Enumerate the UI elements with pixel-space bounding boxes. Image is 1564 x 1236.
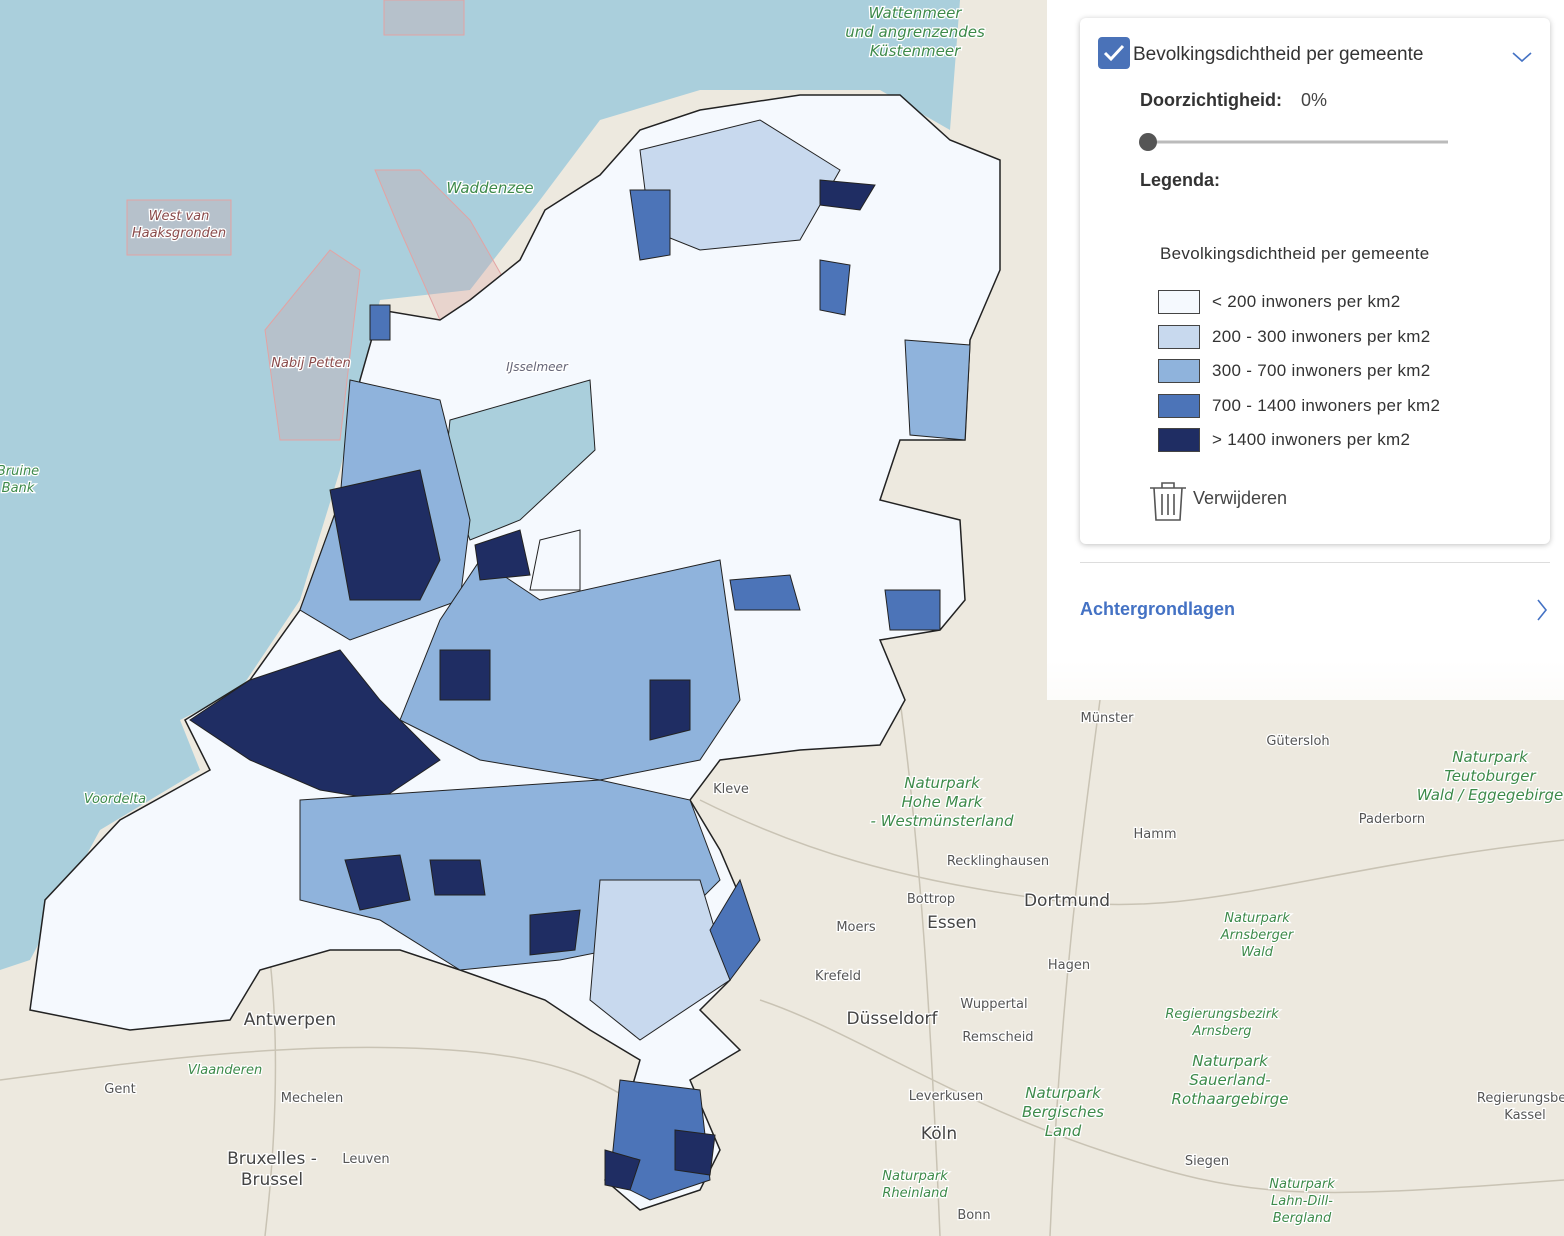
map-label: Regierungsbez xyxy=(1477,1091,1564,1106)
map-label: Leuven xyxy=(342,1152,389,1167)
map-label: Naturpark xyxy=(1452,748,1529,766)
map-label: Gütersloh xyxy=(1266,734,1329,749)
map-label: Teutoburger xyxy=(1444,767,1536,785)
legend-title: Bevolkingsdichtheid per gemeente xyxy=(1160,244,1430,263)
map-label: Leverkusen xyxy=(909,1089,983,1104)
legend-swatch xyxy=(1158,324,1200,349)
legend-swatch xyxy=(1158,393,1200,418)
map-label: Naturpark xyxy=(1269,1177,1335,1192)
protected-areas xyxy=(126,0,511,441)
map-label: Brussel xyxy=(241,1170,303,1190)
layer-card: Bevolkingsdichtheid per gemeente Doorzic… xyxy=(1080,18,1550,544)
legend-label: 200 - 300 inwoners per km2 xyxy=(1212,326,1431,346)
map-label: Arnsberg xyxy=(1191,1024,1251,1039)
map-label: Gent xyxy=(104,1082,135,1097)
map-label: - Westmünsterland xyxy=(870,812,1014,830)
layer-checkbox[interactable] xyxy=(1097,36,1131,70)
divider xyxy=(1080,562,1550,563)
map-label: Hohe Mark xyxy=(902,793,984,811)
municipalities xyxy=(189,119,971,1201)
map-label: Wattenmeer xyxy=(869,4,963,22)
remove-button[interactable]: Verwijderen xyxy=(1193,488,1288,508)
map-label: Naturpark xyxy=(904,774,981,792)
map-label: Hamm xyxy=(1133,827,1176,842)
map-label: Naturpark xyxy=(1192,1052,1269,1070)
map-label: Düsseldorf xyxy=(847,1009,939,1029)
legend-swatch xyxy=(1158,359,1200,383)
map-label: Naturpark xyxy=(882,1169,948,1184)
map-label: Krefeld xyxy=(815,969,861,984)
map-label: Bottrop xyxy=(907,892,955,907)
layer-title: Bevolkingsdichtheid per gemeente xyxy=(1133,44,1424,65)
map-label: Arnsberger xyxy=(1220,928,1295,943)
map-label: Hagen xyxy=(1048,958,1090,973)
legend-swatch xyxy=(1158,428,1200,452)
map-label: Siegen xyxy=(1185,1154,1229,1169)
roads xyxy=(0,699,1564,1236)
opacity-value: 0% xyxy=(1301,90,1328,110)
map-label: Bergland xyxy=(1273,1211,1332,1226)
map-label: Kleve xyxy=(713,782,749,797)
map-label: Naturpark xyxy=(1224,911,1290,926)
map-label: Küstenmeer xyxy=(870,42,961,60)
map-label: Naturpark xyxy=(1025,1084,1102,1102)
legend-heading: Legenda: xyxy=(1140,170,1221,190)
opacity-label: Doorzichtigheid: xyxy=(1140,90,1282,110)
background-layers-toggle[interactable]: Achtergrondlagen xyxy=(1080,599,1236,619)
legend-swatch xyxy=(1158,290,1200,314)
map-label: IJsselmeer xyxy=(506,360,569,374)
map-label: Vlaanderen xyxy=(188,1063,263,1078)
map-label: Moers xyxy=(836,920,876,935)
map-label: Voordelta xyxy=(84,792,146,807)
map-label: Waddenzee xyxy=(446,179,533,197)
map-label: Land xyxy=(1045,1122,1082,1140)
layer-panel: Bevolkingsdichtheid per gemeente Doorzic… xyxy=(1047,0,1564,700)
map-label: und angrenzendes xyxy=(845,23,985,41)
map-label: Recklinghausen xyxy=(947,854,1049,869)
collapse-chevron[interactable] xyxy=(1511,50,1533,64)
map-label: Dortmund xyxy=(1024,891,1110,911)
map-label: Nabij Petten xyxy=(271,356,351,371)
map-label: Remscheid xyxy=(962,1030,1033,1045)
map-label: Wald xyxy=(1241,945,1274,960)
map-label: Bruxelles - xyxy=(227,1149,317,1169)
legend-label: < 200 inwoners per km2 xyxy=(1212,292,1401,311)
expand-chevron[interactable] xyxy=(1535,598,1549,622)
trash-icon[interactable] xyxy=(1148,480,1188,522)
opacity-slider[interactable] xyxy=(1138,130,1452,154)
map-label: Köln xyxy=(921,1124,957,1144)
map-label: Wuppertal xyxy=(960,997,1027,1012)
map-label: Bruine xyxy=(0,464,39,479)
map-label: Regierungsbezirk xyxy=(1165,1007,1279,1022)
map-label: Bonn xyxy=(957,1208,990,1223)
map-label: Bergisches xyxy=(1022,1103,1104,1121)
map-label: West van xyxy=(149,209,210,224)
map-label: Wald / Eggegebirge xyxy=(1417,786,1564,804)
sea xyxy=(0,0,960,970)
map-label: Rothaargebirge xyxy=(1172,1090,1289,1108)
map-label: Münster xyxy=(1081,711,1135,726)
legend-label: 700 - 1400 inwoners per km2 xyxy=(1212,395,1441,415)
map-label: Sauerland- xyxy=(1189,1071,1270,1089)
legend-label: 300 - 700 inwoners per km2 xyxy=(1212,361,1431,380)
legend-label: > 1400 inwoners per km2 xyxy=(1212,430,1411,449)
map-label: Antwerpen xyxy=(244,1010,336,1030)
map-label: Kassel xyxy=(1504,1108,1545,1123)
map-label: Mechelen xyxy=(281,1091,343,1106)
map-label: Lahn-Dill- xyxy=(1271,1194,1333,1209)
map-label: Essen xyxy=(927,913,977,933)
map-label: Rheinland xyxy=(882,1186,948,1201)
map-label: Haaksgronden xyxy=(132,226,226,241)
map-label: Paderborn xyxy=(1359,812,1425,827)
map-label: Bank xyxy=(2,481,35,496)
